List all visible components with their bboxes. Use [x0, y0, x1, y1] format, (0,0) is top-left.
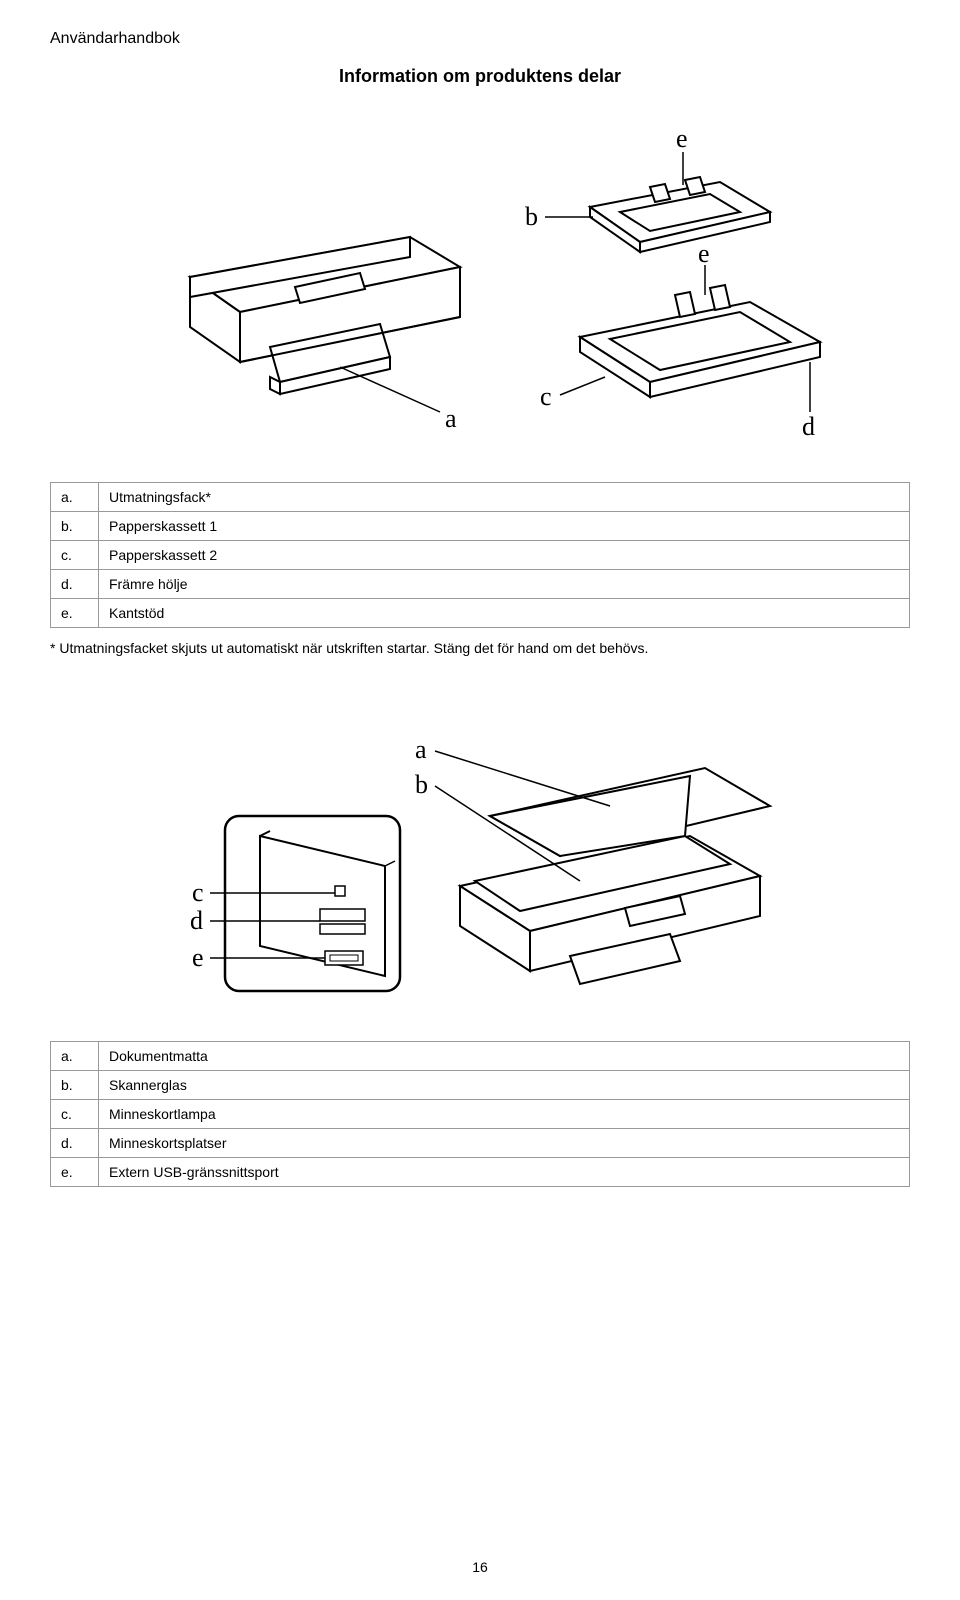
table-key: c. [51, 1100, 99, 1129]
table-row: e. Kantstöd [51, 599, 910, 628]
diagram1-label-d: d [802, 412, 815, 441]
cassette2-icon [580, 285, 820, 397]
footnote: * Utmatningsfacket skjuts ut automatiskt… [50, 640, 910, 656]
parts-table-1: a. Utmatningsfack* b. Papperskassett 1 c… [50, 482, 910, 628]
table-row: e. Extern USB-gränssnittsport [51, 1158, 910, 1187]
scanner-open-icon [460, 768, 770, 984]
header-title: Användarhandbok [50, 30, 910, 48]
diagram-1: a e b e c d [50, 117, 910, 457]
diagram1-label-c: c [540, 382, 552, 411]
table-key: d. [51, 570, 99, 599]
diagram2-label-e: e [192, 943, 204, 972]
diagram1-label-e-top: e [676, 124, 688, 153]
cassette1-icon [590, 177, 770, 252]
table-key: e. [51, 1158, 99, 1187]
diagram1-label-a: a [445, 404, 457, 433]
diagram1-label-b: b [525, 202, 538, 231]
table-key: b. [51, 1071, 99, 1100]
diagram1-label-e-bottom: e [698, 239, 710, 268]
diagram2-label-b: b [415, 770, 428, 799]
page-number: 16 [0, 1559, 960, 1575]
table-key: a. [51, 483, 99, 512]
table-key: e. [51, 599, 99, 628]
diagram2-label-a: a [415, 735, 427, 764]
table-label: Främre hölje [99, 570, 910, 599]
table-label: Papperskassett 2 [99, 541, 910, 570]
diagram2-label-d: d [190, 906, 203, 935]
diagram-2: a b c d e [50, 686, 910, 1016]
table-key: d. [51, 1129, 99, 1158]
table-row: a. Dokumentmatta [51, 1042, 910, 1071]
section-title: Information om produktens delar [50, 66, 910, 87]
table-row: c. Papperskassett 2 [51, 541, 910, 570]
table-label: Dokumentmatta [99, 1042, 910, 1071]
table-key: c. [51, 541, 99, 570]
table-label: Minneskortlampa [99, 1100, 910, 1129]
table-row: a. Utmatningsfack* [51, 483, 910, 512]
diagram2-label-c: c [192, 878, 204, 907]
table-row: c. Minneskortlampa [51, 1100, 910, 1129]
table-row: b. Skannerglas [51, 1071, 910, 1100]
table-key: b. [51, 512, 99, 541]
printer-body-icon [190, 237, 460, 394]
table-label: Extern USB-gränssnittsport [99, 1158, 910, 1187]
parts-table-2: a. Dokumentmatta b. Skannerglas c. Minne… [50, 1041, 910, 1187]
table-label: Minneskortsplatser [99, 1129, 910, 1158]
table-label: Utmatningsfack* [99, 483, 910, 512]
table-label: Papperskassett 1 [99, 512, 910, 541]
table-label: Skannerglas [99, 1071, 910, 1100]
table-label: Kantstöd [99, 599, 910, 628]
memory-slot-zoom-icon [225, 816, 400, 991]
table-row: d. Minneskortsplatser [51, 1129, 910, 1158]
table-row: d. Främre hölje [51, 570, 910, 599]
table-key: a. [51, 1042, 99, 1071]
table-row: b. Papperskassett 1 [51, 512, 910, 541]
